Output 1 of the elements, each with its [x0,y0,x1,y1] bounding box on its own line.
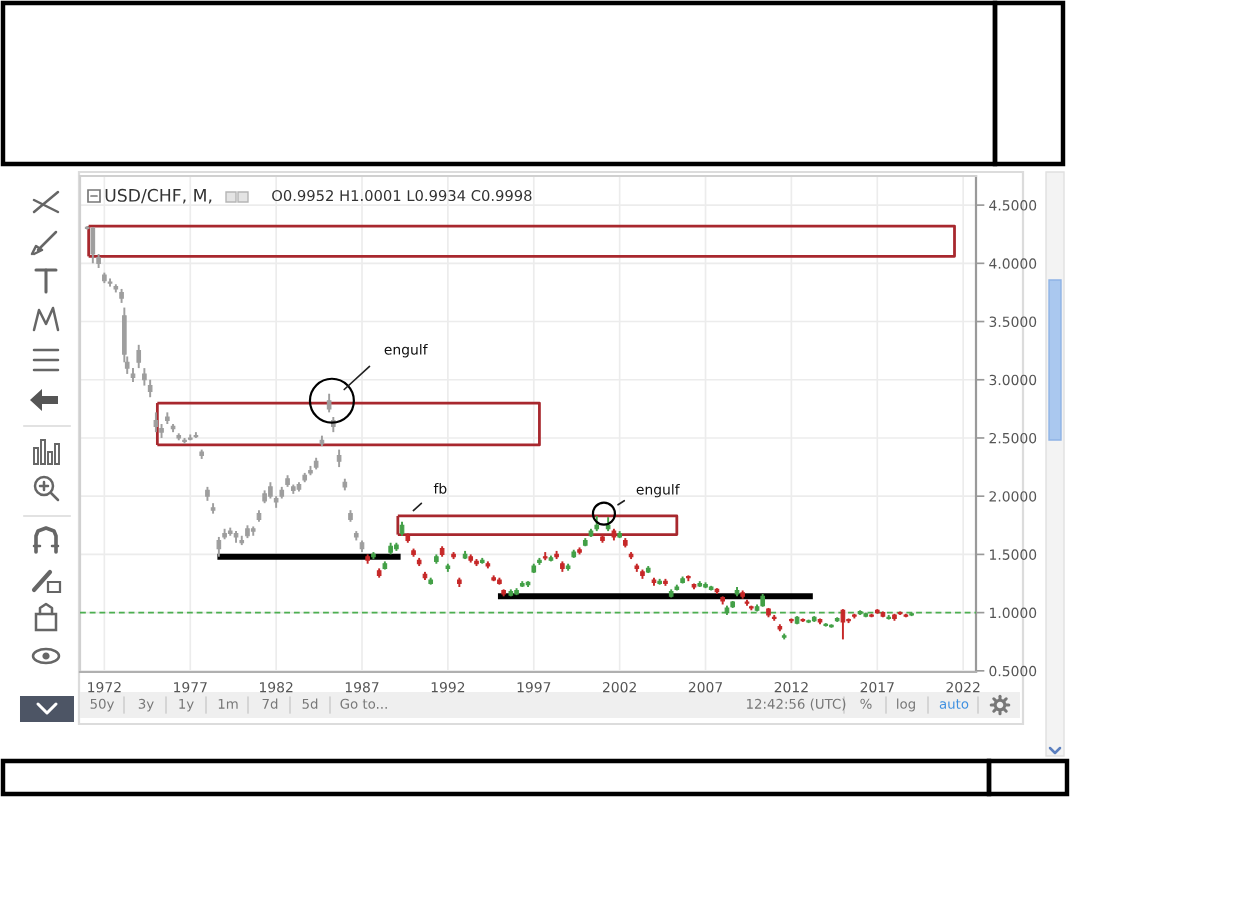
text: USD/CHF, M, [105,188,212,204]
